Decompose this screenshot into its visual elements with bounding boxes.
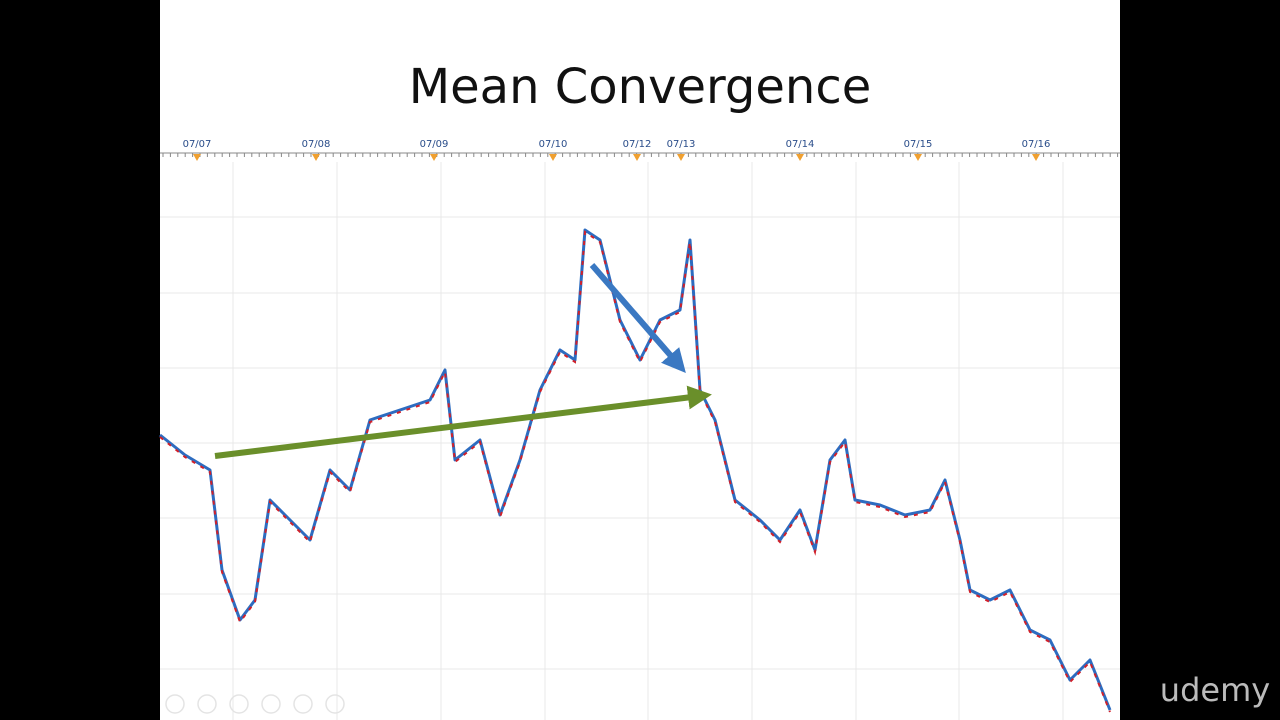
toolbar — [165, 694, 345, 714]
date-marker — [796, 154, 804, 161]
date-label: 07/10 — [539, 139, 568, 150]
price-line-down — [159, 230, 1111, 713]
date-marker — [312, 154, 320, 161]
date-label: 07/13 — [667, 139, 696, 150]
date-label: 07/07 — [183, 139, 212, 150]
reversion-arrow — [589, 263, 686, 374]
date-marker — [1032, 154, 1040, 161]
date-marker — [193, 154, 201, 161]
watermark: udemy — [1160, 671, 1270, 709]
date-labels: 07/07 07/08 07/09 07/10 07/12 07/13 07/14 07/15… — [162, 139, 1119, 161]
date-marker — [914, 154, 922, 161]
mean-arrow — [214, 385, 712, 459]
date-label: 07/15 — [904, 139, 933, 150]
date-label: 07/08 — [302, 139, 331, 150]
date-marker — [549, 154, 557, 161]
date-label: 07/14 — [786, 139, 815, 150]
date-label: 07/16 — [1022, 139, 1051, 150]
date-marker — [677, 154, 685, 161]
date-label: 07/12 — [623, 139, 652, 150]
date-marker — [430, 154, 438, 161]
date-label: 07/09 — [420, 139, 449, 150]
slide-title: Mean Convergence — [409, 59, 872, 115]
date-marker — [633, 154, 641, 161]
